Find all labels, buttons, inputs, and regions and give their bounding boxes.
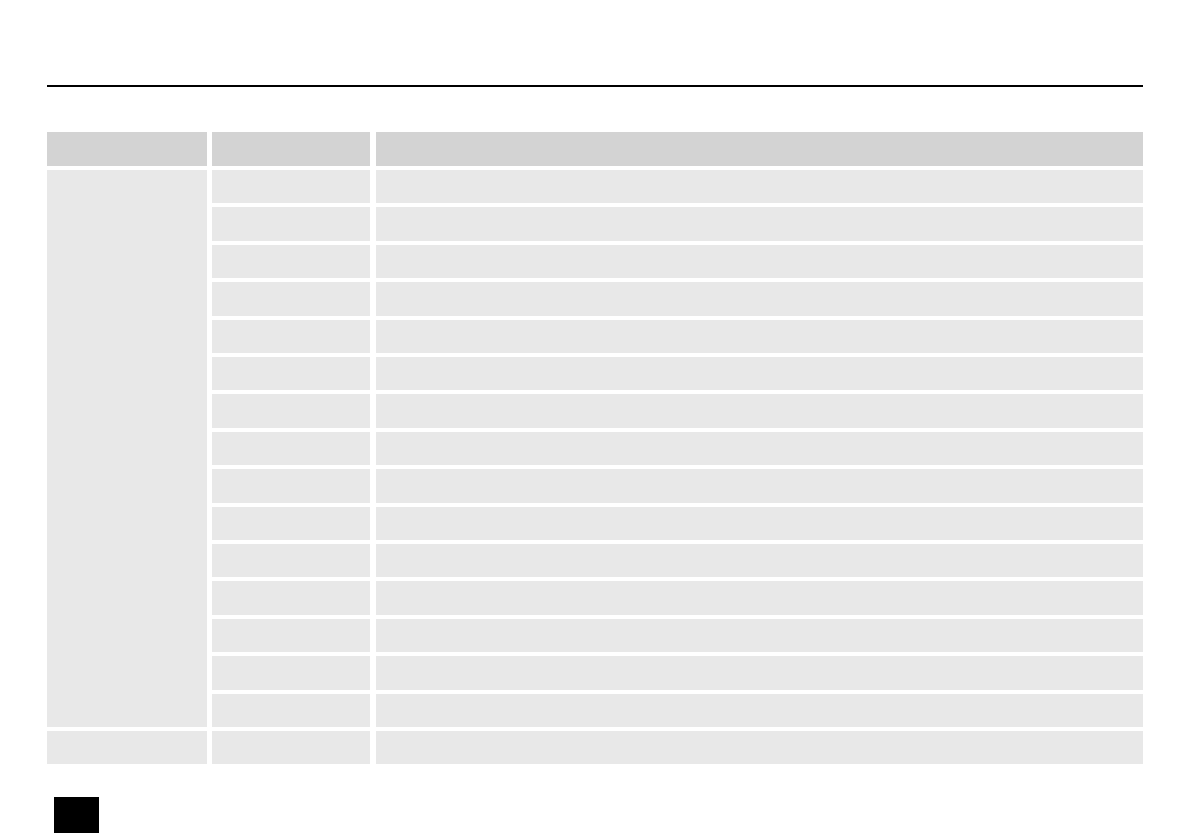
group-label-cell: [47, 170, 207, 727]
table-cell: [376, 731, 1143, 765]
column-header: [47, 132, 207, 166]
table-cell: [376, 544, 1143, 578]
column-header: [212, 132, 370, 166]
table-cell: [376, 319, 1143, 353]
table-cell: [212, 207, 370, 241]
table-cell: [376, 282, 1143, 316]
table-cell: [212, 431, 370, 466]
table-cell: [212, 319, 370, 353]
table-cell: [212, 170, 370, 204]
group-label-cell: [47, 731, 207, 765]
table-cell: [376, 244, 1143, 279]
table-cell: [212, 544, 370, 578]
table-cell: [212, 469, 370, 503]
top-rule: [47, 85, 1143, 87]
table-cell: [376, 581, 1143, 615]
table-cell: [376, 394, 1143, 428]
table-cell: [376, 506, 1143, 540]
table-cell: [212, 357, 370, 391]
table-cell: [212, 693, 370, 727]
table-cell: [212, 656, 370, 690]
table-cell: [376, 207, 1143, 241]
table-cell: [376, 357, 1143, 391]
table-cell: [376, 170, 1143, 204]
table-cell: [212, 506, 370, 540]
table-cell: [376, 469, 1143, 503]
table-cell: [212, 394, 370, 428]
table-cell: [376, 618, 1143, 653]
column-header: [376, 132, 1143, 166]
table-cell: [212, 581, 370, 615]
table-cell: [212, 731, 370, 765]
table-cell: [212, 618, 370, 653]
table-cell: [376, 656, 1143, 690]
page-tab-marker: [54, 797, 99, 833]
table-cell: [376, 431, 1143, 466]
table-cell: [376, 693, 1143, 727]
table-cell: [212, 244, 370, 279]
table-cell: [212, 282, 370, 316]
